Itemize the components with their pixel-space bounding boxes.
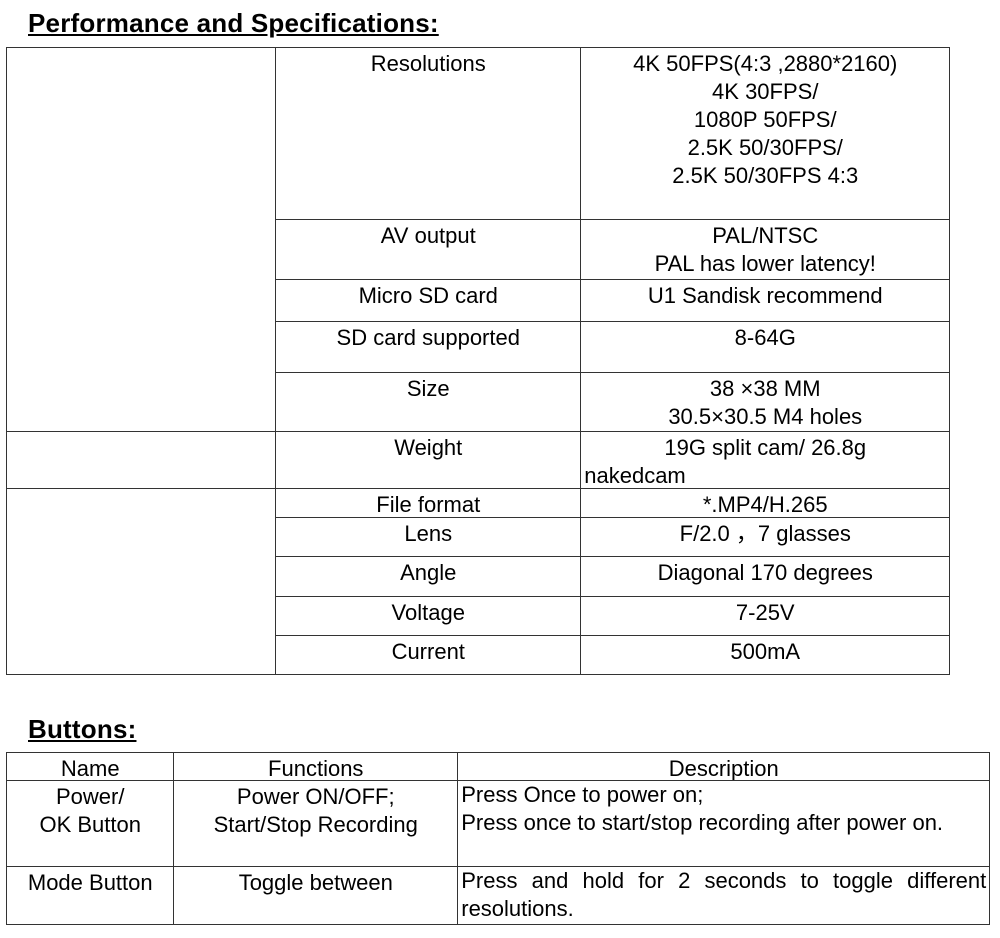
spec-value-text: 4K 50FPS(4:3 ,2880*2160)	[633, 51, 898, 77]
spec-label-text: Lens	[404, 521, 453, 547]
button-functions-text: Start/Stop Recording	[213, 812, 418, 838]
spec-value-text: 4K 30FPS/	[712, 79, 819, 105]
spec-value-text: 8-64G	[734, 325, 796, 351]
spec-value: 7-25V	[580, 596, 951, 637]
spec-label-text: Angle	[400, 560, 457, 586]
spec-group-cell	[6, 47, 277, 433]
spec-value: *.MP4/H.265	[580, 488, 951, 519]
spec-title: Performance and Specifications:	[28, 8, 439, 38]
spec-label: Resolutions	[275, 47, 582, 221]
spec-value-text: 2.5K 50/30FPS 4:3	[672, 163, 859, 189]
button-functions: Power ON/OFF; Start/Stop Recording	[173, 780, 459, 868]
buttons-title: Buttons:	[28, 714, 137, 744]
spec-value-text: 38 ×38 MM	[709, 376, 821, 402]
spec-label-text: SD card supported	[336, 325, 520, 351]
button-description-text: Press once to start/stop recording after…	[461, 810, 944, 836]
spec-value-text: 1080P 50FPS/	[693, 107, 837, 133]
spec-value-text: 30.5×30.5 M4 holes	[668, 404, 863, 430]
spec-label-text: Voltage	[391, 600, 465, 626]
button-functions-text: Power ON/OFF;	[236, 784, 395, 810]
spec-value-text: PAL has lower latency!	[654, 251, 876, 277]
buttons-header: Name	[6, 752, 175, 782]
button-description-text: Press Once to power on;	[461, 782, 704, 808]
spec-group-cell	[6, 488, 277, 676]
spec-value-text: Diagonal 170 degrees	[657, 560, 873, 586]
spec-value-text: *.MP4/H.265	[702, 492, 828, 518]
spec-label: Voltage	[275, 596, 582, 637]
buttons-header-text: Description	[668, 756, 779, 782]
spec-group-cell	[6, 431, 277, 490]
spec-value: 4K 50FPS(4:3 ,2880*2160) 4K 30FPS/1080P 5…	[580, 47, 951, 221]
spec-label: Weight	[275, 431, 582, 490]
spec-value: 19G split cam/ 26.8g nakedcam	[580, 431, 951, 490]
button-description-text: Press and hold for 2 seconds to toggle d…	[461, 868, 987, 922]
spec-value-text: nakedcam	[584, 463, 686, 489]
spec-value: PAL/NTSC PAL has lower latency!	[580, 219, 951, 281]
spec-value-text: U1 Sandisk recommend	[647, 283, 883, 309]
button-name-text: OK Button	[39, 812, 141, 838]
spec-value: Diagonal 170 degrees	[580, 556, 951, 598]
spec-value: U1 Sandisk recommend	[580, 279, 951, 323]
spec-label-text: Micro SD card	[358, 283, 498, 309]
spec-label: Current	[275, 635, 582, 676]
spec-label-text: AV output	[380, 223, 476, 249]
buttons-header: Functions	[173, 752, 459, 782]
button-name-text: Mode Button	[27, 870, 153, 896]
spec-label: File format	[275, 488, 582, 519]
button-functions: Toggle between	[173, 866, 459, 926]
spec-label: Angle	[275, 556, 582, 598]
button-name: Mode Button	[6, 866, 175, 926]
button-description: Press Once to power on; Press once to sta…	[457, 780, 991, 868]
spec-value: 500mA	[580, 635, 951, 676]
spec-label: SD card supported	[275, 321, 582, 374]
button-name-text: Power/	[56, 784, 125, 810]
spec-value-text: 19G split cam/ 26.8g	[664, 435, 867, 461]
spec-value-text: 7-25V	[735, 600, 795, 626]
spec-value: F/2.0 ，7 glasses	[580, 517, 951, 558]
button-description: Press and hold for 2 seconds to toggle d…	[457, 866, 991, 926]
buttons-header-text: Name	[60, 756, 120, 782]
spec-label: AV output	[275, 219, 582, 281]
spec-label-text: Size	[406, 376, 450, 402]
spec-label-text: Resolutions	[370, 51, 486, 77]
spec-value-text: PAL/NTSC	[712, 223, 819, 249]
spec-value-text: 2.5K 50/30FPS/	[687, 135, 843, 161]
spec-label: Size	[275, 372, 582, 433]
button-functions-text: Toggle between	[238, 870, 393, 896]
spec-value-text: F/2.0 ，7 glasses	[679, 521, 851, 547]
spec-label: Lens	[275, 517, 582, 558]
spec-label-text: File format	[376, 492, 481, 518]
spec-value: 38 ×38 MM 30.5×30.5 M4 holes	[580, 372, 951, 433]
buttons-header-text: Functions	[268, 756, 364, 782]
spec-value: 8-64G	[580, 321, 951, 374]
spec-label-text: Weight	[394, 435, 463, 461]
spec-value-text: 500mA	[730, 639, 801, 665]
button-name: Power/OK Button	[6, 780, 175, 868]
spec-label-text: Current	[391, 639, 465, 665]
spec-label: Micro SD card	[275, 279, 582, 323]
buttons-header: Description	[457, 752, 991, 782]
